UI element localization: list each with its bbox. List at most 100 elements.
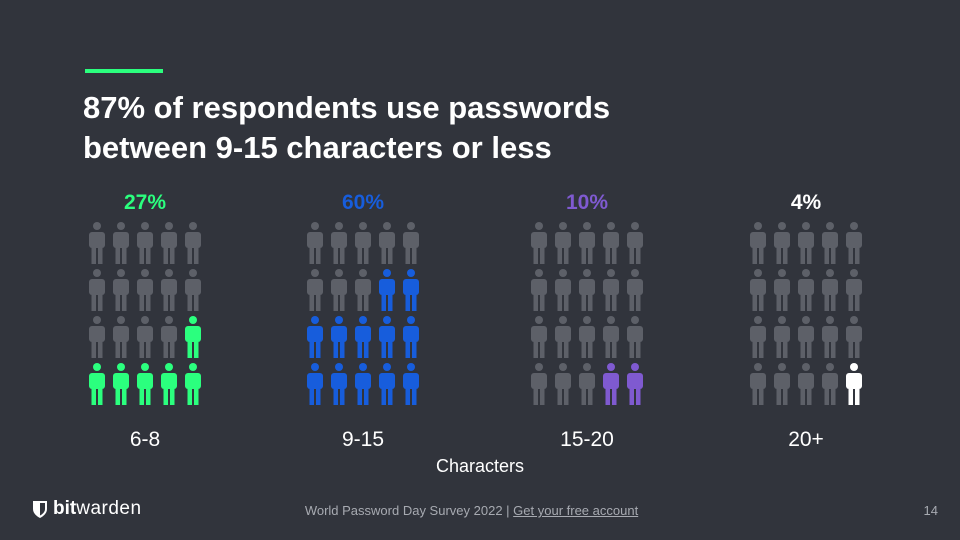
person-icon-highlighted [403, 316, 419, 358]
person-icon [579, 316, 595, 358]
person-icon [555, 269, 571, 311]
person-icon [161, 269, 177, 311]
person-icon-highlighted [307, 363, 323, 405]
person-icon [750, 363, 766, 405]
person-icon [113, 222, 129, 264]
person-icon-highlighted [379, 269, 395, 311]
person-icon [774, 316, 790, 358]
icon-group-20+: 4% 20+ [750, 191, 862, 451]
person-icon [161, 222, 177, 264]
person-icon [603, 222, 619, 264]
logo-text-light: warden [76, 498, 142, 519]
value-label: 10% [566, 191, 608, 214]
person-icon [331, 222, 347, 264]
person-icon [89, 222, 105, 264]
person-icon [531, 269, 547, 311]
person-icon-highlighted [355, 316, 371, 358]
person-icon [798, 363, 814, 405]
person-icon [89, 316, 105, 358]
person-icon [579, 269, 595, 311]
person-icon [798, 222, 814, 264]
person-icon [603, 269, 619, 311]
person-icon [355, 269, 371, 311]
person-icon [579, 222, 595, 264]
category-label: 9-15 [342, 428, 384, 451]
person-icon-highlighted [331, 316, 347, 358]
person-icon [555, 222, 571, 264]
person-icon [822, 222, 838, 264]
person-icon [403, 222, 419, 264]
person-icon-highlighted [89, 363, 105, 405]
person-icon [822, 269, 838, 311]
person-icon-highlighted [331, 363, 347, 405]
person-icon-highlighted [307, 316, 323, 358]
person-icon [846, 222, 862, 264]
person-icon [774, 269, 790, 311]
icon-group-15-20: 10% 15-20 [531, 191, 643, 451]
person-icon [89, 269, 105, 311]
footer-source: World Password Day Survey 2022 | Get you… [0, 503, 943, 518]
person-icon [307, 222, 323, 264]
person-icon [379, 222, 395, 264]
category-label: 20+ [788, 428, 824, 451]
person-icon [531, 316, 547, 358]
value-label: 60% [342, 191, 384, 214]
person-icon-highlighted [113, 363, 129, 405]
person-icon-highlighted [379, 363, 395, 405]
person-icon [113, 316, 129, 358]
person-icon [822, 316, 838, 358]
person-icon [798, 316, 814, 358]
person-icon [627, 316, 643, 358]
person-icon [307, 269, 323, 311]
person-icon [750, 316, 766, 358]
person-icon-highlighted [185, 363, 201, 405]
title-line-2: between 9-15 characters or less [83, 130, 552, 165]
person-icon [750, 269, 766, 311]
person-icon-highlighted [627, 363, 643, 405]
person-icon [137, 222, 153, 264]
icon-group-6-8: 27% 6-8 [89, 191, 201, 451]
person-icon [531, 363, 547, 405]
person-icon-highlighted [137, 363, 153, 405]
person-icon [185, 269, 201, 311]
value-label: 27% [124, 191, 166, 214]
person-icon [627, 222, 643, 264]
title-line-1: 87% of respondents use passwords [83, 90, 611, 125]
category-label: 6-8 [130, 428, 160, 451]
title-accent-bar [85, 69, 163, 73]
category-label: 15-20 [560, 428, 614, 451]
person-icon [774, 363, 790, 405]
person-icon [750, 222, 766, 264]
person-icon [137, 316, 153, 358]
person-icon-highlighted [403, 363, 419, 405]
person-icon [531, 222, 547, 264]
person-icon [185, 222, 201, 264]
person-icon [137, 269, 153, 311]
person-icon [579, 363, 595, 405]
bitwarden-logo: bitwarden [32, 498, 142, 520]
survey-credit: World Password Day Survey 2022 | [304, 503, 510, 518]
person-icon [627, 269, 643, 311]
person-icon-highlighted [379, 316, 395, 358]
person-icon [846, 269, 862, 311]
value-label: 4% [791, 191, 822, 214]
person-icon [161, 316, 177, 358]
page-number: 14 [923, 503, 938, 518]
person-icon-highlighted [846, 363, 862, 405]
person-icon [555, 363, 571, 405]
shield-icon [33, 500, 47, 518]
person-icon-highlighted [161, 363, 177, 405]
person-icon [798, 269, 814, 311]
free-account-link[interactable]: Get your free account [513, 503, 639, 518]
person-icon [355, 222, 371, 264]
person-icon-highlighted [185, 316, 201, 358]
person-icon [331, 269, 347, 311]
logo-text-bold: bit [53, 498, 77, 519]
person-icon-highlighted [355, 363, 371, 405]
person-icon [846, 316, 862, 358]
page-title: 87% of respondents use passwords between… [83, 88, 783, 168]
person-icon [603, 316, 619, 358]
x-axis-label: Characters [435, 456, 525, 476]
person-icon [113, 269, 129, 311]
